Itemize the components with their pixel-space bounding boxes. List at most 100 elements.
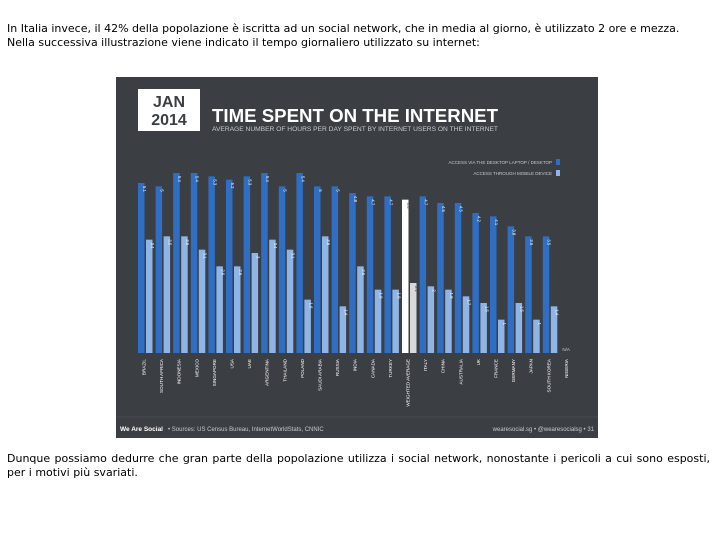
no-data-label: N/A [562, 347, 570, 352]
intro-paragraph: In Italia invece, il 42% della popolazio… [7, 22, 710, 50]
category-label: RUSSIA [335, 358, 340, 376]
internet-time-chart: JAN 2014 TIME SPENT ON THE INTERNET AVER… [116, 89, 598, 433]
bar [296, 173, 303, 353]
category-label: SINGAPORE [212, 359, 217, 386]
bar [138, 183, 145, 353]
date-month: JAN [153, 94, 185, 111]
bar [331, 186, 339, 353]
bar-value-label: 3.8 [511, 229, 516, 235]
legend-swatch [556, 170, 560, 176]
infographic-title: TIME SPENT ON THE INTERNET [212, 106, 498, 126]
internet-time-infographic: JAN 2014 TIME SPENT ON THE INTERNET AVER… [116, 77, 598, 438]
bar [314, 186, 321, 353]
bar-value-label: 3.4 [150, 243, 155, 249]
footer-sources: • Sources: US Census Bureau, InternetWor… [168, 427, 324, 433]
bar [515, 303, 523, 353]
bar [498, 319, 505, 353]
category-label: CANADA [370, 358, 375, 378]
category-label: GERMANY [511, 359, 516, 382]
bar-value-label: 5.2 [230, 183, 235, 189]
bar [507, 226, 515, 353]
category-label: POLAND [300, 358, 305, 378]
bar-value-label: 1.5 [519, 306, 524, 312]
bar [357, 266, 364, 353]
category-label: ITALY [423, 359, 428, 371]
bar-value-label: 5.1 [142, 186, 147, 192]
bar [304, 299, 311, 353]
bar [163, 236, 171, 353]
bar-value-label: 1.7 [467, 299, 472, 305]
bar [419, 196, 427, 353]
bar [366, 196, 374, 353]
bar [190, 173, 198, 353]
bar-value-label: 1 [537, 323, 542, 326]
bar-value-label: 4.5 [459, 206, 464, 212]
category-label: INDIA [353, 358, 358, 371]
bar-value-label: 4.8 [353, 196, 358, 202]
bar [278, 186, 286, 353]
bar-value-label: 4.1 [494, 219, 499, 225]
intro-line-1: In Italia invece, il 42% della popolazio… [7, 22, 680, 35]
bar [445, 289, 452, 353]
bar-value-label: 2.6 [361, 269, 366, 275]
intro-line-2: Nella successiva illustrazione viene ind… [7, 36, 480, 49]
footer-brand: We Are Social [120, 426, 163, 433]
chart-legend: ACCESS VIA THE DESKTOP LAPTOP / DESKTOP A… [448, 159, 560, 176]
legend-label: ACCESS VIA THE DESKTOP LAPTOP / DESKTOP [448, 160, 552, 165]
bar [525, 236, 532, 353]
category-label: ARGENTINA [265, 358, 270, 386]
bar-value-label: 1.6 [308, 303, 313, 309]
bar [234, 266, 241, 353]
bar-value-label: 3.5 [185, 239, 190, 245]
bar [339, 306, 347, 353]
category-label: THAILAND [282, 358, 287, 381]
bar-value-label: 2 [431, 289, 436, 292]
bar-value-label: 1.4 [343, 309, 348, 315]
bar-value-label: 5 [335, 189, 340, 192]
bar-value-label: 1.9 [379, 293, 384, 299]
category-label: SOUTH AFRICA [159, 358, 164, 393]
category-label: MEXICO [194, 359, 199, 378]
bar-value-label: 5.4 [265, 176, 270, 182]
bar-value-label: 1.4 [555, 309, 560, 315]
bar [410, 283, 417, 353]
bar [402, 199, 409, 353]
bar [261, 173, 268, 353]
category-label: JAPAN [529, 359, 534, 373]
category-label: NIGERIA [564, 358, 569, 378]
bar [226, 179, 233, 353]
bar [181, 236, 188, 353]
bar-value-label: 5 [159, 189, 164, 192]
bar-value-label: 5 [318, 189, 323, 192]
bar [269, 239, 276, 353]
bar [437, 203, 444, 353]
bar-value-label: 3.5 [326, 239, 331, 245]
bar [155, 186, 163, 353]
bar-value-label: 2.6 [220, 269, 225, 275]
bar [146, 239, 153, 353]
bar-value-label: 1.5 [484, 306, 489, 312]
category-label: SOUTH KOREA [546, 358, 551, 392]
category-label: TURKEY [388, 359, 393, 378]
category-label: BRAZIL [142, 359, 147, 376]
bar-value-label: 5 [283, 189, 288, 192]
category-labels: BRAZIL SOUTH AFRICA INDONESIA MEXICO SINGAPO… [142, 358, 569, 407]
bar [472, 213, 479, 353]
date-year: 2014 [151, 112, 187, 129]
category-label: FRANCE [494, 359, 499, 378]
bar-value-label: 3.5 [529, 239, 534, 245]
bar [216, 266, 223, 353]
bar-value-label: 1.9 [396, 293, 401, 299]
legend-swatch [556, 159, 560, 165]
bar [550, 306, 558, 353]
bar [542, 236, 550, 353]
bar-value-label: 3.4 [273, 243, 278, 249]
bar [490, 216, 497, 353]
bar [427, 286, 435, 353]
date-badge [138, 89, 200, 131]
bar-value-label: 4.5 [441, 206, 446, 212]
bar-value-label: 2.1 [414, 286, 419, 292]
bar [384, 196, 391, 353]
bar-value-label: 3 [255, 256, 260, 259]
bar [198, 249, 206, 353]
